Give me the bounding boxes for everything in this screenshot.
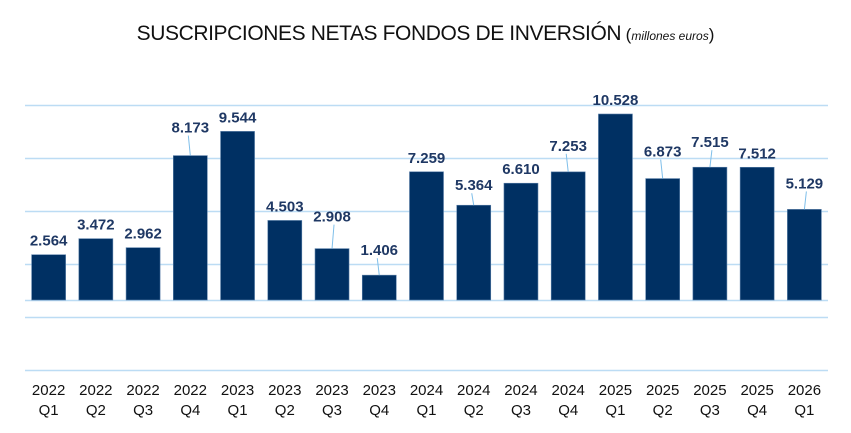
bar [314, 248, 350, 301]
leader-line [565, 153, 569, 172]
x-tick-label-quarter: Q1 [39, 402, 59, 419]
data-label: 5.364 [455, 177, 493, 194]
data-label: 2.564 [30, 233, 68, 250]
data-label: 2.962 [124, 226, 162, 243]
leader-line [709, 150, 713, 168]
x-tick-label-year: 2025 [646, 382, 679, 399]
x-tick-label-year: 2024 [410, 382, 443, 399]
chart-title-main: SUSCRIPCIONES NETAS FONDOS DE INVERSIÓN [136, 22, 622, 45]
leader-line [471, 193, 475, 206]
data-label: 1.406 [360, 242, 398, 259]
bar [598, 113, 633, 301]
x-tick-label-quarter: Q4 [369, 402, 389, 419]
x-tick-label-quarter: Q2 [275, 402, 295, 419]
x-tick-label-year: 2022 [32, 382, 65, 399]
gridlines [25, 104, 828, 372]
bar [361, 274, 397, 301]
leader-lines [187, 135, 807, 276]
x-tick-label-quarter: Q2 [464, 402, 484, 419]
bar [456, 204, 492, 301]
x-tick-label-year: 2022 [79, 382, 112, 399]
x-tick-label-year: 2025 [693, 382, 726, 399]
bar [220, 131, 255, 301]
bars [31, 113, 822, 301]
data-label: 2.908 [313, 209, 351, 226]
x-tick-label-quarter: Q1 [228, 402, 248, 419]
chart-title: SUSCRIPCIONES NETAS FONDOS DE INVERSIÓN … [0, 22, 851, 46]
x-tick-label-year: 2023 [363, 382, 396, 399]
bar [267, 220, 303, 301]
x-tick-label-year: 2024 [552, 382, 585, 399]
data-label: 4.503 [266, 198, 304, 215]
x-tick-label-year: 2022 [174, 382, 207, 399]
x-tick-label-quarter: Q1 [794, 402, 814, 419]
bar [787, 209, 822, 301]
x-tick-label-year: 2023 [268, 382, 301, 399]
x-tick-label-year: 2026 [788, 382, 821, 399]
bar [692, 166, 728, 301]
data-label: 10.528 [592, 92, 638, 109]
x-tick-label-year: 2025 [740, 382, 773, 399]
bar [550, 171, 586, 301]
leader-line [376, 258, 380, 276]
data-label: 6.610 [502, 161, 540, 178]
data-label: 9.544 [219, 109, 257, 126]
subtitle-open-paren: ( [625, 25, 632, 44]
x-tick-label-quarter: Q3 [133, 402, 153, 419]
subtitle-close-paren: ) [708, 25, 715, 44]
bar [739, 166, 775, 301]
x-tick-label-quarter: Q3 [322, 402, 342, 419]
data-label: 7.515 [691, 134, 729, 151]
data-label: 7.512 [738, 145, 776, 162]
data-label: 7.253 [549, 138, 587, 155]
bar [503, 182, 539, 301]
chart-subtitle: millones euros [631, 29, 709, 43]
leader-line [331, 224, 335, 249]
x-tick-label-quarter: Q2 [653, 402, 673, 419]
bar [125, 247, 161, 301]
x-tick-label-quarter: Q2 [86, 402, 106, 419]
x-tick-label-year: 2024 [457, 382, 490, 399]
x-tick-label-year: 2023 [315, 382, 348, 399]
x-tick-label-quarter: Q4 [180, 402, 200, 419]
data-label: 8.173 [172, 120, 210, 137]
bar [173, 155, 208, 301]
bar [31, 254, 66, 301]
data-label: 6.873 [644, 144, 682, 161]
leader-line [803, 191, 807, 210]
leader-line [660, 159, 664, 179]
value-labels: 2.564 3.472 2.962 8.173 9.544 4.503 2.908 1.406… [30, 92, 823, 259]
x-tick-label-year: 2025 [599, 382, 632, 399]
x-tick-label-quarter: Q3 [511, 402, 531, 419]
x-tick-label-quarter: Q4 [747, 402, 767, 419]
x-tick-label-quarter: Q4 [558, 402, 578, 419]
x-tick-label-year: 2022 [126, 382, 159, 399]
data-label: 5.129 [786, 175, 824, 192]
data-label: 3.472 [77, 217, 115, 234]
x-axis-labels: 2022 Q1 2022 Q2 2022 Q3 2022 Q4 2023 Q1 2023 Q2 2023… [32, 382, 821, 419]
x-tick-label-quarter: Q1 [416, 402, 436, 419]
x-tick-label-year: 2023 [221, 382, 254, 399]
leader-line [187, 135, 191, 156]
bar [409, 171, 444, 301]
x-tick-label-quarter: Q1 [605, 402, 625, 419]
bar [645, 178, 680, 301]
x-tick-label-quarter: Q3 [700, 402, 720, 419]
x-tick-label-year: 2024 [504, 382, 537, 399]
data-label: 7.259 [408, 150, 446, 167]
bar [78, 238, 114, 301]
